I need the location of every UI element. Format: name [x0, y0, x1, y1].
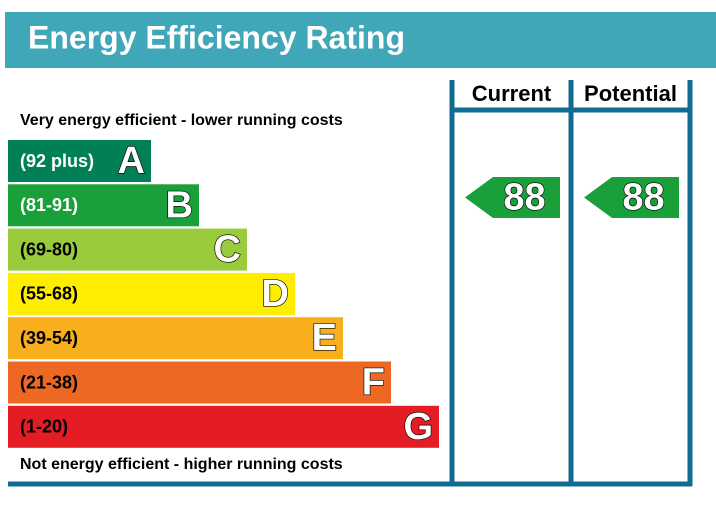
band-letter: G	[403, 406, 433, 448]
band-bar	[8, 361, 391, 404]
band-bar	[8, 317, 343, 360]
band-letter: D	[262, 273, 289, 315]
frame	[8, 80, 693, 487]
column-header: Current	[472, 81, 552, 106]
title-bar	[5, 12, 716, 68]
band-range: (81-91)	[20, 195, 78, 215]
band-range: (55-68)	[20, 284, 78, 304]
rating-arrow	[465, 177, 560, 218]
band-bar	[8, 184, 199, 227]
rating-arrow	[584, 177, 679, 218]
bottom-label: Not energy efficient - higher running co…	[20, 456, 343, 473]
column-header: Potential	[584, 81, 677, 106]
band-range: (69-80)	[20, 239, 78, 259]
band-bar	[8, 405, 439, 448]
band-letter: C	[214, 229, 241, 271]
band-range: (39-54)	[20, 328, 78, 348]
band-letter: A	[118, 140, 145, 182]
band-bar	[8, 140, 151, 182]
band-letter: B	[166, 184, 193, 226]
band-letter: E	[312, 317, 337, 359]
band-letter: F	[362, 362, 385, 404]
band-bar	[8, 228, 247, 271]
band-bar	[8, 272, 295, 315]
top-label: Very energy efficient - lower running co…	[20, 112, 343, 129]
band-range: (21-38)	[20, 372, 78, 392]
rating-value: 88	[503, 177, 545, 219]
band-range: (1-20)	[20, 417, 68, 437]
title: Energy Efficiency Rating	[28, 19, 405, 55]
rating-value: 88	[622, 177, 664, 219]
band-range: (92 plus)	[20, 151, 94, 171]
